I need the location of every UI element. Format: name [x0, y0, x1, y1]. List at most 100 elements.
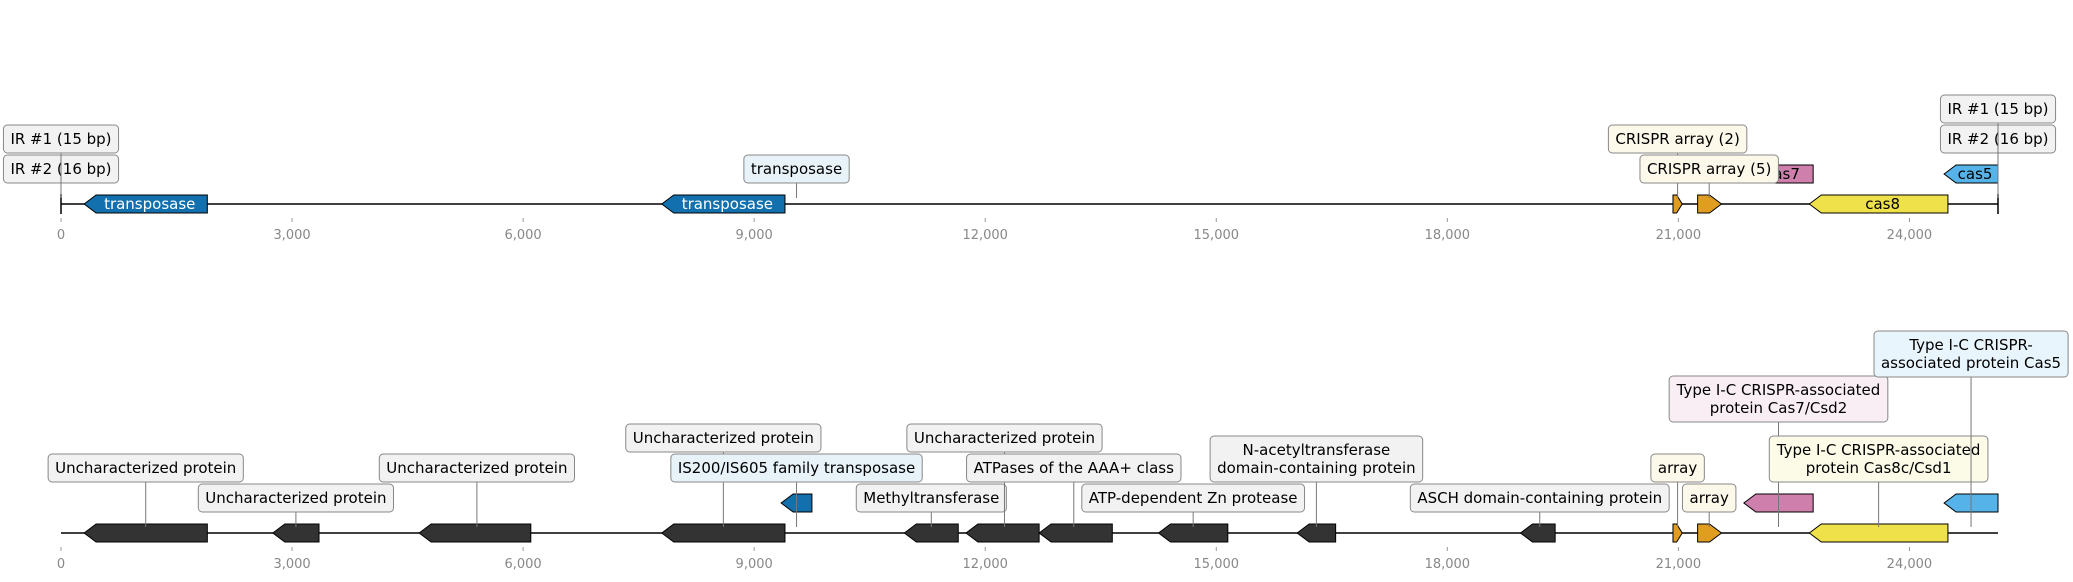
annotation-text: Methyltransferase [863, 489, 999, 507]
annotation-text: CRISPR array (2) [1615, 130, 1739, 148]
annotation-box [1209, 435, 1424, 483]
feature-annotation: IR #1 (15 bp) [1939, 94, 2057, 124]
feature-annotation: IR #1 (15 bp) [2, 124, 120, 154]
annotation-box [1081, 483, 1306, 513]
gene-arrow[interactable] [1697, 194, 1723, 214]
axis-tick-label: 18,000 [1425, 228, 1471, 243]
annotation-box [2, 124, 120, 154]
gene-arrow[interactable] [903, 523, 959, 543]
feature-annotation: CRISPR array (5) [1639, 154, 1779, 184]
gene-arrow[interactable] [271, 523, 320, 543]
feature-annotation: array [1650, 453, 1705, 483]
gene-label: cas5 [1958, 165, 1993, 183]
annotation-box [47, 453, 244, 483]
axis-tick-label: 9,000 [736, 557, 773, 572]
feature-annotation: Type I-C CRISPR-associated protein Cas7/C… [1668, 375, 1889, 423]
axis-tick-label: 24,000 [1887, 557, 1933, 572]
gene-arrow[interactable] [83, 194, 208, 214]
axis-tick-label: 18,000 [1425, 557, 1471, 572]
annotation-box [855, 483, 1007, 513]
annotation-text: Uncharacterized protein [55, 459, 236, 477]
feature-annotation: ATP-dependent Zn protease [1081, 483, 1306, 513]
feature-annotation: Methyltransferase [855, 483, 1007, 513]
annotation-text: Type I-C CRISPR-associated protein Cas7/C… [1676, 381, 1881, 417]
annotation-text: array [1658, 459, 1697, 477]
annotation-text: IR #1 (15 bp) [10, 130, 111, 148]
feature-annotation: N-acetyltransferase domain-containing pro… [1209, 435, 1424, 483]
gene-arrow[interactable] [1672, 194, 1683, 214]
axis-tick-label: 6,000 [504, 228, 541, 243]
feature-annotation: ASCH domain-containing protein [1409, 483, 1670, 513]
annotation-text: Uncharacterized protein [205, 489, 386, 507]
annotation-box [1681, 483, 1737, 513]
annotation-box [625, 423, 822, 453]
axis-tick-label: 12,000 [962, 557, 1008, 572]
axis-tick-label: 9,000 [736, 228, 773, 243]
feature-annotation: CRISPR array (2) [1607, 124, 1748, 154]
gene-arrow[interactable] [1697, 523, 1723, 543]
gene-arrow[interactable] [1038, 523, 1113, 543]
feature-annotation: IS200/IS605 family transposase [670, 453, 923, 483]
annotation-box [378, 453, 575, 483]
annotation-box [1873, 330, 2069, 378]
annotation-box [670, 453, 923, 483]
gene-arrow[interactable] [1672, 523, 1683, 543]
gene-arrow[interactable] [660, 194, 786, 214]
gene-arrow[interactable] [1157, 523, 1229, 543]
annotation-text: IS200/IS605 family transposase [678, 459, 915, 477]
feature-annotation: Type I-C CRISPR-associated protein Cas5 [1873, 330, 2069, 378]
annotation-text: ATP-dependent Zn protease [1089, 489, 1298, 507]
gene-arrow[interactable] [83, 523, 208, 543]
annotation-box [1768, 435, 1989, 483]
bottom-feature-track: 0 3,000 6,000 9,000 12,000 15,000 18,000 21,000… [47, 330, 2069, 572]
feature-annotation: Uncharacterized protein [47, 453, 244, 483]
gene-arrow[interactable] [1519, 523, 1556, 543]
annotation-text: N-acetyltransferase domain-containing pro… [1217, 441, 1416, 477]
axis-tick-label: 0 [57, 557, 65, 572]
axis-tick-label: 24,000 [1887, 228, 1933, 243]
gene-arrow[interactable] [1296, 523, 1337, 543]
annotation-box [1650, 453, 1705, 483]
feature-annotation: Uncharacterized protein [197, 483, 395, 513]
gene-label: cas8 [1865, 195, 1900, 213]
annotation-text: Type I-C CRISPR-associated protein Cas8c/… [1776, 441, 1981, 477]
gene-arrow[interactable] [418, 523, 532, 543]
gene-arrow[interactable] [1808, 194, 1949, 214]
gene-label: transposase [104, 195, 195, 213]
annotation-box [1607, 124, 1748, 154]
gene-arrow[interactable] [1808, 523, 1949, 543]
gene-arrow[interactable] [965, 523, 1040, 543]
annotation-text: Uncharacterized protein [914, 429, 1095, 447]
feature-annotation: transposase [743, 154, 850, 184]
annotation-text: ASCH domain-containing protein [1417, 489, 1662, 507]
feature-annotation: ATPases of the AAA+ class [966, 453, 1182, 483]
annotation-text: ATPases of the AAA+ class [974, 459, 1174, 477]
annotation-text: Type I-C CRISPR-associated protein Cas5 [1881, 336, 2061, 372]
axis-tick-label: 21,000 [1656, 557, 1702, 572]
annotation-box [197, 483, 395, 513]
top-feature-track: 0 3,000 6,000 9,000 12,000 15,000 18,000 21,000… [2, 94, 2057, 243]
annotation-box [1668, 375, 1889, 423]
annotation-text: IR #1 (15 bp) [1947, 100, 2048, 118]
axis-tick-label: 0 [57, 228, 65, 243]
feature-annotation: Type I-C CRISPR-associated protein Cas8c/… [1768, 435, 1989, 483]
annotation-box [1939, 94, 2057, 124]
axis-tick-label: 3,000 [273, 557, 310, 572]
axis-tick-label: 15,000 [1194, 228, 1240, 243]
gene-arrow[interactable] [660, 523, 786, 543]
axis-tick-label: 21,000 [1656, 228, 1702, 243]
annotation-text: Uncharacterized protein [386, 459, 567, 477]
annotation-text: array [1690, 489, 1729, 507]
feature-annotation: Uncharacterized protein [625, 423, 822, 453]
annotation-text: CRISPR array (5) [1647, 160, 1771, 178]
axis-tick-label: 15,000 [1194, 557, 1240, 572]
axis-tick-label: 12,000 [962, 228, 1008, 243]
annotation-text: Uncharacterized protein [633, 429, 814, 447]
axis-tick-label: 6,000 [504, 557, 541, 572]
feature-annotation: Uncharacterized protein [378, 453, 575, 483]
annotation-box [966, 453, 1182, 483]
gene-label: transposase [682, 195, 773, 213]
annotation-box [743, 154, 850, 184]
annotation-box [1639, 154, 1779, 184]
